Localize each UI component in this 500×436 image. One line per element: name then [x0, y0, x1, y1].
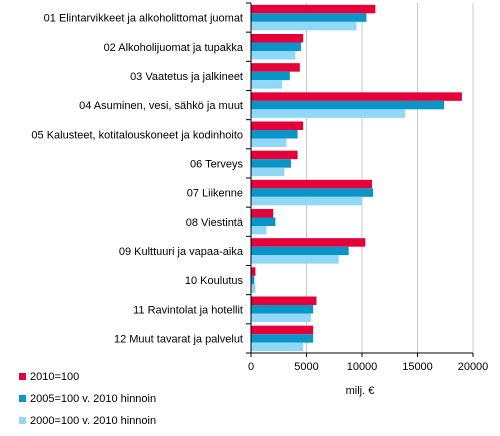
legend-label: 2010=100	[30, 371, 79, 383]
category-label: 09 Kulttuuri ja vapaa-aika	[119, 246, 244, 258]
category-labels: 01 Elintarvikkeet ja alkoholittomat juom…	[31, 2, 251, 345]
category-label: 11 Ravintolat ja hotellit	[133, 304, 243, 316]
bar	[251, 246, 349, 256]
bar	[251, 238, 366, 247]
category-label: 10 Koulutus	[185, 275, 244, 287]
category-label: 05 Kalusteet, kotitalouskoneet ja kodinh…	[31, 129, 243, 141]
x-tick-label: 0	[248, 361, 254, 373]
bar	[251, 255, 339, 264]
bar	[251, 334, 314, 343]
bar	[251, 92, 462, 101]
bar	[251, 305, 314, 314]
bar	[251, 51, 296, 60]
bar	[251, 121, 304, 130]
category-label: 04 Asuminen, vesi, sähkö ja muut	[79, 100, 243, 112]
bar	[251, 284, 256, 293]
bar	[251, 159, 291, 168]
x-tick-label: 10000	[347, 361, 378, 373]
legend: 2010=100 2005=100 v. 2010 hinnoin 2000=100…	[19, 371, 156, 427]
category-label: 06 Terveys	[190, 158, 243, 170]
bar	[251, 296, 317, 305]
bar	[251, 313, 311, 322]
bar	[251, 226, 267, 235]
bar	[251, 130, 298, 139]
category-label: 03 Vaatetus ja jalkineet	[130, 71, 243, 83]
bar	[251, 63, 300, 72]
bar	[251, 342, 304, 352]
bar	[251, 4, 376, 14]
bar	[251, 80, 283, 89]
bar	[251, 209, 274, 218]
gridlines	[306, 3, 474, 353]
bar	[251, 21, 357, 31]
bar	[251, 109, 406, 118]
bar	[251, 188, 374, 197]
bar	[251, 267, 256, 276]
x-tick-label: 15000	[402, 361, 433, 373]
x-tick-labels: 0 5000 10000 15000 20000	[248, 353, 488, 373]
legend-label: 2005=100 v. 2010 hinnoin	[30, 393, 156, 405]
bar	[251, 150, 298, 160]
bar	[251, 196, 362, 206]
category-label: 02 Alkoholijuomat ja tupakka	[104, 42, 244, 54]
bar	[251, 71, 290, 81]
category-label: 12 Muut tavarat ja palvelut	[114, 333, 243, 345]
bar	[251, 275, 255, 285]
x-tick-label: 20000	[458, 361, 489, 373]
x-axis-title: milj. €	[346, 385, 375, 397]
x-tick-label: 5000	[294, 361, 318, 373]
bars	[251, 4, 462, 352]
bar	[251, 179, 372, 189]
category-label: 08 Viestintä	[186, 217, 244, 229]
legend-label: 2000=100 v. 2010 hinnoin	[30, 415, 156, 427]
legend-swatch	[19, 395, 26, 402]
bar	[251, 217, 276, 226]
bar	[251, 34, 304, 43]
bar	[251, 13, 367, 22]
legend-swatch	[19, 417, 26, 424]
bar	[251, 167, 285, 177]
bar	[251, 325, 314, 335]
category-label: 07 Liikenne	[187, 188, 243, 200]
legend-swatch	[19, 373, 26, 380]
category-label: 01 Elintarvikkeet ja alkoholittomat juom…	[44, 13, 243, 25]
bar	[251, 138, 287, 147]
bar	[251, 42, 301, 51]
bar	[251, 100, 445, 110]
